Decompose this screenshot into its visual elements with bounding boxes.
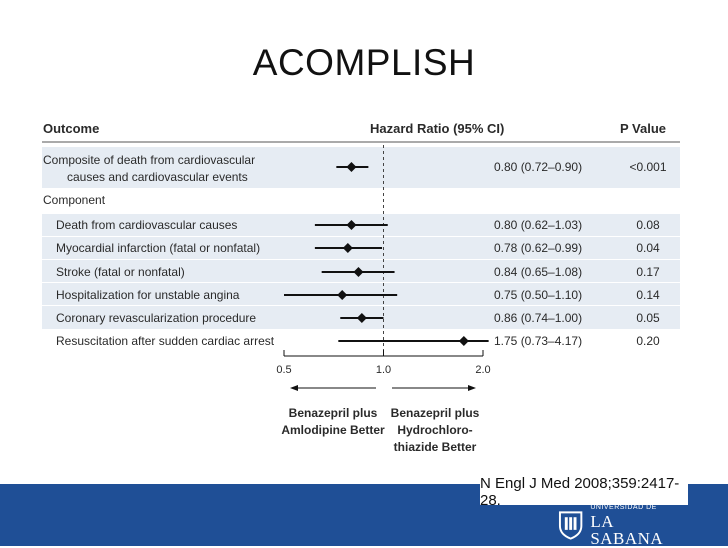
ci-value: 0.75 (0.50–1.10) <box>494 288 582 302</box>
direction-label-right: Hydrochloro- <box>397 423 472 437</box>
row-label: Stroke (fatal or nonfatal) <box>56 265 185 279</box>
point-estimate <box>458 336 469 346</box>
ci-value: 0.78 (0.62–0.99) <box>494 241 582 255</box>
row-label: Composite of death from cardiovascular <box>43 153 255 167</box>
point-estimate <box>337 290 348 300</box>
citation-text: N Engl J Med 2008;359:2417-28. <box>480 474 680 509</box>
header-p-value: P Value <box>620 121 666 136</box>
ci-value: 1.75 (0.73–4.17) <box>494 334 582 348</box>
x-tick-label: 1.0 <box>376 364 391 376</box>
row-label: Myocardial infarction (fatal or nonfatal… <box>56 241 260 255</box>
p-value: 0.20 <box>636 334 660 348</box>
row-label: Coronary revascularization procedure <box>56 311 256 325</box>
arrow-right-head <box>468 385 476 391</box>
row-label: causes and cardiovascular events <box>67 170 248 184</box>
logo-line2: LA SABANA <box>590 511 664 548</box>
forest-plot: Outcome Hazard Ratio (95% CI) P Value Compo… <box>42 121 680 454</box>
header-outcome: Outcome <box>43 121 99 136</box>
direction-label-right: Benazepril plus <box>391 406 480 420</box>
citation-box: N Engl J Med 2008;359:2417-28. <box>480 475 688 509</box>
header-hazard-ratio: Hazard Ratio (95% CI) <box>370 121 504 136</box>
ci-value: 0.84 (0.65–1.08) <box>494 265 582 279</box>
ci-value: 0.80 (0.72–0.90) <box>494 160 582 174</box>
ci-value: 0.86 (0.74–1.00) <box>494 311 582 325</box>
point-estimate <box>346 162 357 172</box>
x-tick-label: 2.0 <box>475 364 490 376</box>
point-estimate <box>342 243 353 253</box>
row-label: Resuscitation after sudden cardiac arres… <box>56 334 275 348</box>
section-label: Component <box>43 193 106 207</box>
shield-icon <box>558 511 583 540</box>
direction-label-left: Amlodipine Better <box>281 423 385 437</box>
p-value: 0.14 <box>636 288 660 302</box>
p-value: <0.001 <box>629 160 666 174</box>
point-estimate <box>353 267 364 277</box>
university-logo: UNIVERSIDAD DE LA SABANA <box>558 504 688 547</box>
ci-value: 0.80 (0.62–1.03) <box>494 218 582 232</box>
direction-label-right: thiazide Better <box>394 440 477 454</box>
slide-title: ACOMPLISH <box>252 42 476 83</box>
point-estimate <box>346 220 357 230</box>
p-value: 0.04 <box>636 241 660 255</box>
p-value: 0.05 <box>636 311 660 325</box>
row-label: Hospitalization for unstable angina <box>56 288 240 302</box>
arrow-left-head <box>290 385 298 391</box>
row-label: Death from cardiovascular causes <box>56 218 237 232</box>
p-value: 0.17 <box>636 265 660 279</box>
point-estimate <box>356 313 367 323</box>
direction-label-left: Benazepril plus <box>289 406 378 420</box>
p-value: 0.08 <box>636 218 660 232</box>
x-tick-label: 0.5 <box>276 364 291 376</box>
logo-line1: UNIVERSIDAD DE <box>590 503 657 511</box>
